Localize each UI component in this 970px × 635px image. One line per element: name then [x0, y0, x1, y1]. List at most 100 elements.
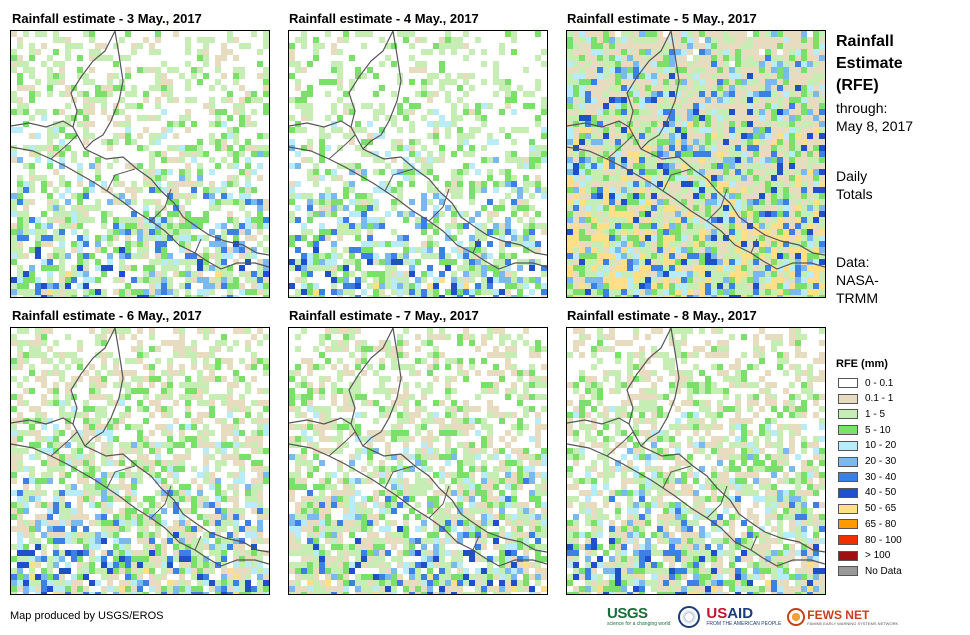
rainfall-cell: [53, 217, 59, 223]
rainfall-cell: [107, 163, 113, 169]
rainfall-cell: [621, 79, 627, 85]
rainfall-cell: [325, 115, 331, 121]
rainfall-cell: [101, 334, 107, 340]
rainfall-cell: [675, 109, 681, 115]
rainfall-cell: [481, 157, 487, 163]
rainfall-cell: [251, 418, 257, 424]
rainfall-cell: [609, 283, 615, 289]
rainfall-cell: [795, 295, 801, 297]
rainfall-cell: [65, 394, 71, 400]
rainfall-cell: [337, 73, 343, 79]
rainfall-cell: [119, 133, 125, 139]
rainfall-cell: [257, 472, 263, 478]
rainfall-cell: [765, 151, 771, 157]
rainfall-cell: [517, 163, 523, 169]
rainfall-cell: [337, 265, 343, 271]
rainfall-cell: [711, 121, 717, 127]
rainfall-cell: [307, 229, 313, 235]
rainfall-cell: [711, 133, 717, 139]
rainfall-cell: [705, 91, 711, 97]
rainfall-cell: [741, 127, 747, 133]
rainfall-cell: [517, 295, 523, 297]
rainfall-cell: [137, 163, 143, 169]
rainfall-cell: [149, 382, 155, 388]
rainfall-cell: [615, 199, 621, 205]
rainfall-cell: [131, 43, 137, 49]
rainfall-cell: [771, 295, 777, 297]
rainfall-cell: [439, 79, 445, 85]
rainfall-cell: [113, 277, 119, 283]
rainfall-cell: [789, 211, 795, 217]
rainfall-cell: [579, 127, 585, 133]
rainfall-cell: [597, 235, 603, 241]
rainfall-cell: [397, 277, 403, 283]
rainfall-cell: [233, 151, 239, 157]
rainfall-cell: [137, 472, 143, 478]
rainfall-cell: [783, 121, 789, 127]
rainfall-cell: [257, 502, 263, 508]
rainfall-cell: [597, 61, 603, 67]
rainfall-cell: [161, 127, 167, 133]
rainfall-cell: [681, 85, 687, 91]
rainfall-cell: [77, 211, 83, 217]
rainfall-cell: [245, 43, 251, 49]
rainfall-cell: [627, 109, 633, 115]
rainfall-cell: [699, 157, 705, 163]
rainfall-cell: [233, 490, 239, 496]
rainfall-cell: [35, 253, 41, 259]
rainfall-cell: [197, 67, 203, 73]
rainfall-cell: [597, 259, 603, 265]
rainfall-cell: [723, 169, 729, 175]
rainfall-cell: [59, 376, 65, 382]
rainfall-cell: [711, 73, 717, 79]
rainfall-cell: [221, 544, 227, 550]
rainfall-cell: [433, 295, 439, 297]
rainfall-cell: [59, 283, 65, 289]
rainfall-cell: [197, 388, 203, 394]
rainfall-cell: [639, 199, 645, 205]
rainfall-cell: [579, 49, 585, 55]
rainfall-cell: [289, 139, 295, 145]
rainfall-cell: [705, 121, 711, 127]
rainfall-cell: [439, 259, 445, 265]
rainfall-cell: [101, 556, 107, 562]
rainfall-cell: [137, 67, 143, 73]
rainfall-cell: [125, 55, 131, 61]
rainfall-cell: [433, 217, 439, 223]
rainfall-cell: [155, 37, 161, 43]
rainfall-cell: [621, 31, 627, 37]
rainfall-cell: [633, 217, 639, 223]
rainfall-cell: [251, 364, 257, 370]
rainfall-cell: [693, 103, 699, 109]
rainfall-cell: [705, 127, 711, 133]
rainfall-cell: [47, 520, 53, 526]
rainfall-cell: [143, 352, 149, 358]
rainfall-cell: [313, 241, 319, 247]
rainfall-cell: [23, 556, 29, 562]
rainfall-cell: [301, 31, 307, 37]
rainfall-cell: [197, 289, 203, 295]
rainfall-cell: [221, 442, 227, 448]
rainfall-cell: [203, 235, 209, 241]
rainfall-cell: [493, 139, 499, 145]
rainfall-cell: [675, 253, 681, 259]
rainfall-cell: [53, 496, 59, 502]
rainfall-cell: [391, 115, 397, 121]
rainfall-cell: [807, 271, 813, 277]
rainfall-cell: [409, 175, 415, 181]
rainfall-cell: [47, 55, 53, 61]
rainfall-cell: [227, 442, 233, 448]
rainfall-cell: [11, 502, 17, 508]
rainfall-cell: [505, 289, 511, 295]
rainfall-cell: [687, 85, 693, 91]
rainfall-cell: [319, 199, 325, 205]
rainfall-cell: [257, 424, 263, 430]
rainfall-cell: [119, 544, 125, 550]
rainfall-cell: [753, 235, 759, 241]
rainfall-cell: [11, 406, 17, 412]
rainfall-cell: [77, 91, 83, 97]
rainfall-cell: [11, 283, 17, 289]
rainfall-cell: [161, 217, 167, 223]
rainfall-cell: [107, 91, 113, 97]
rainfall-cell: [59, 514, 65, 520]
